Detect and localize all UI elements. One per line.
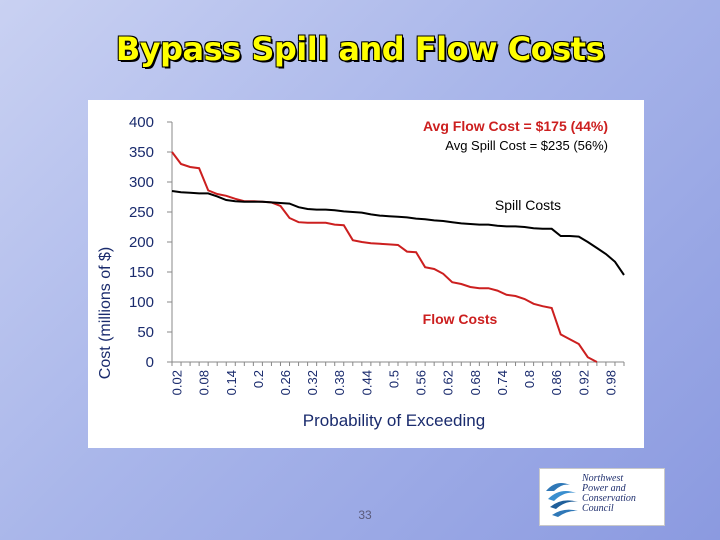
x-tick-label: 0.74 bbox=[495, 370, 510, 395]
x-tick-label: 0.62 bbox=[441, 370, 456, 395]
y-tick-label: 350 bbox=[129, 144, 154, 161]
x-tick-label: 0.92 bbox=[576, 370, 591, 395]
logo-text: Northwest Power and Conservation Council bbox=[582, 474, 636, 514]
series-line-flow-costs bbox=[171, 151, 598, 363]
annotation-spill-costs: Spill Costs bbox=[495, 197, 561, 213]
y-axis-label: Cost (millions of $) bbox=[97, 247, 114, 379]
cost-chart: 0 50 100 150 200 250 300 350 400 0.02 0.08 0.14 0.2… bbox=[97, 114, 625, 430]
council-logo: Northwest Power and Conservation Council bbox=[539, 468, 665, 526]
series-line-spill-costs bbox=[171, 190, 625, 276]
logo-line: Conservation bbox=[582, 493, 636, 504]
y-tick-label: 200 bbox=[129, 234, 154, 251]
x-tick-label: 0.2 bbox=[251, 370, 266, 388]
x-tick-label: 0.86 bbox=[549, 370, 564, 395]
x-tick-label: 0.98 bbox=[603, 370, 618, 395]
y-tick-label: 100 bbox=[129, 294, 154, 311]
x-tick-label: 0.44 bbox=[359, 370, 374, 395]
logo-line: Council bbox=[582, 503, 614, 514]
x-tick-label: 0.26 bbox=[278, 370, 293, 395]
slide-title: Bypass Spill and Flow Costs bbox=[115, 30, 605, 68]
x-axis-label: Probability of Exceeding bbox=[303, 411, 485, 430]
wave-logo-icon bbox=[546, 483, 578, 517]
annotation-avg-spill-cost: Avg Spill Cost = $235 (56%) bbox=[445, 138, 608, 153]
y-tick-label: 400 bbox=[129, 114, 154, 131]
y-tick-label: 300 bbox=[129, 174, 154, 191]
x-tick-label: 0.5 bbox=[386, 370, 401, 388]
y-tick-label: 250 bbox=[129, 204, 154, 221]
chart-panel: 0 50 100 150 200 250 300 350 400 0.02 0.08 0.14 0.2… bbox=[88, 100, 644, 448]
logo-line: Power and bbox=[582, 483, 626, 494]
logo-line: Northwest bbox=[582, 473, 624, 484]
x-tick-label: 0.56 bbox=[414, 370, 429, 395]
x-tick-label: 0.14 bbox=[224, 370, 239, 395]
x-tick-label: 0.08 bbox=[197, 370, 212, 395]
x-tick-label: 0.68 bbox=[468, 370, 483, 395]
x-tick-label: 0.02 bbox=[170, 370, 185, 395]
y-tick-label: 0 bbox=[146, 354, 154, 371]
x-tick-label: 0.38 bbox=[332, 370, 347, 395]
x-tick-label: 0.8 bbox=[522, 370, 537, 388]
annotation-flow-costs: Flow Costs bbox=[423, 311, 498, 327]
page-number: 33 bbox=[358, 508, 372, 522]
y-tick-label: 50 bbox=[137, 324, 154, 341]
annotation-avg-flow-cost: Avg Flow Cost = $175 (44%) bbox=[423, 118, 608, 134]
x-tick-label: 0.32 bbox=[305, 370, 320, 395]
y-tick-label: 150 bbox=[129, 264, 154, 281]
